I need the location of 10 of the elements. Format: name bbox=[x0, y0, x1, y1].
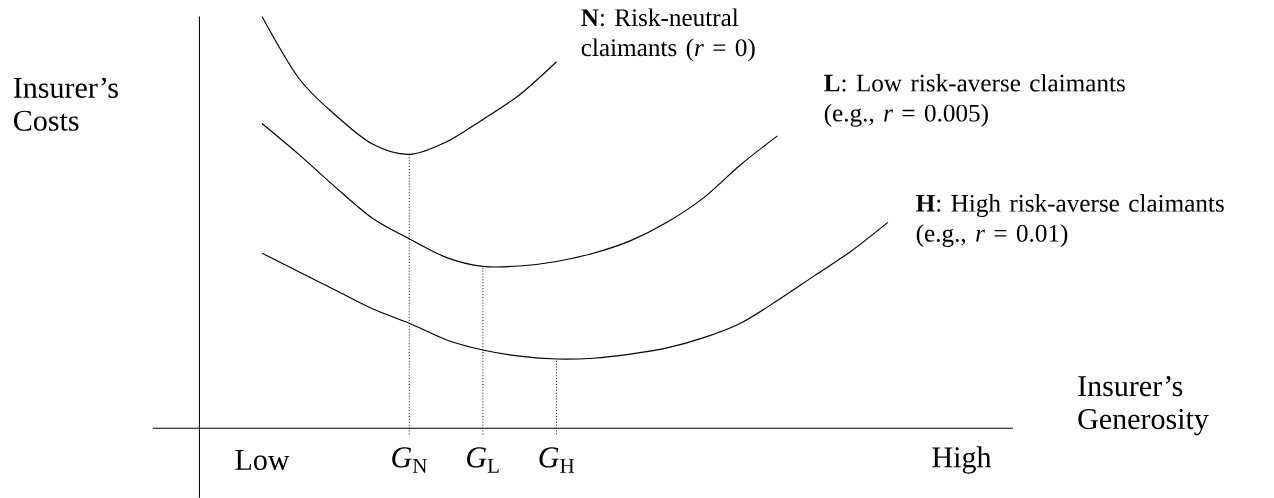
x-tick-label: Low bbox=[235, 449, 290, 470]
x-tick-label: High bbox=[932, 446, 992, 474]
x-axis-title: Insurer’s Generosity bbox=[1078, 375, 1209, 436]
series-label: H: High risk-averse claimants (e.g., r = 0.01) bbox=[916, 193, 1224, 247]
series-label: L: Low risk-averse claimants (e.g., r = 0.005) bbox=[824, 73, 1125, 127]
x-tick-label: G$_{N}$ bbox=[392, 447, 427, 473]
x-tick-label: G$_{L}$ bbox=[467, 447, 499, 473]
y-axis-title: Insurer’s Costs bbox=[13, 77, 118, 131]
x-tick-label: G$_{H}$ bbox=[539, 447, 575, 473]
series-label: N: Risk-neutral claimants (r = 0) bbox=[581, 8, 755, 62]
